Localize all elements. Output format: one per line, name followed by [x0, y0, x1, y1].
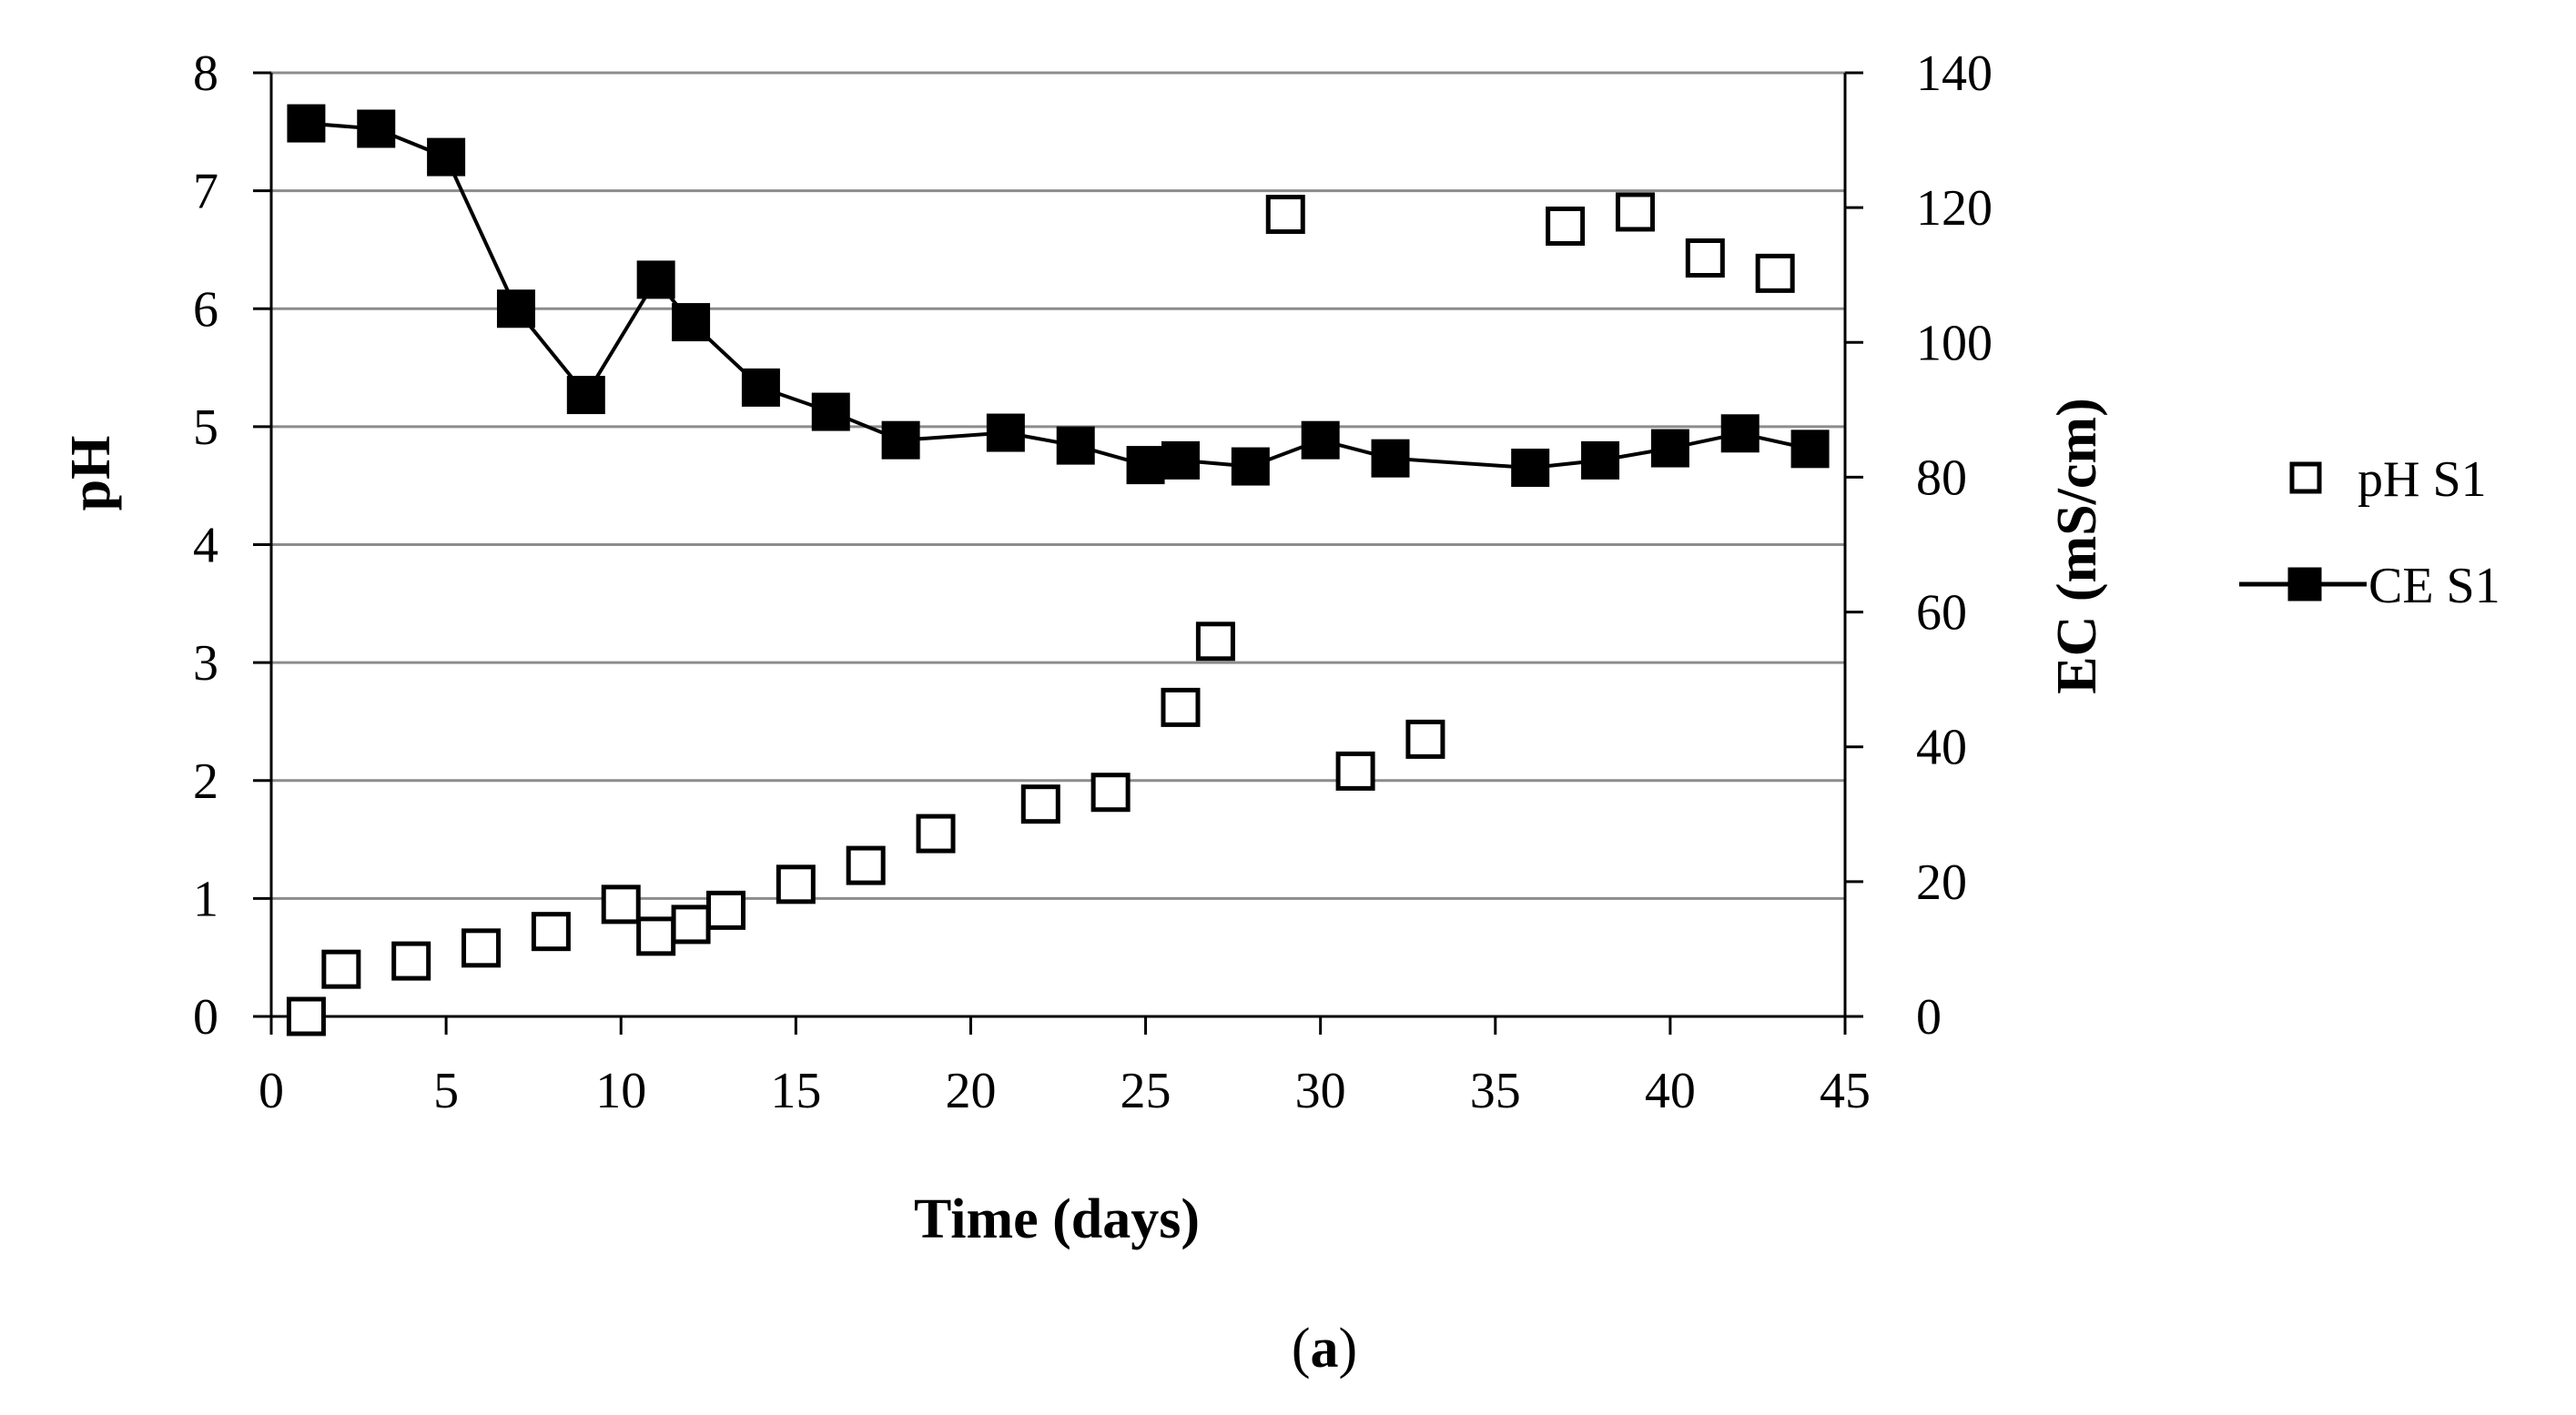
ph-s1-point	[1685, 238, 1725, 278]
ce-s1-point	[287, 104, 326, 143]
ph-s1-point	[601, 884, 641, 925]
ph-s1-point	[1090, 773, 1131, 813]
x-tick-label: 15	[770, 1063, 821, 1119]
left-tick-label: 5	[193, 399, 218, 456]
ph-s1-point	[916, 814, 956, 854]
ph-s1-point	[1335, 751, 1375, 791]
right-axis-ticks: 0 20 40 60 80 100 120 140	[1845, 45, 1993, 1046]
ph-s1-point	[1755, 253, 1795, 293]
left-tick-label: 4	[193, 518, 218, 574]
ph-s1-point	[846, 845, 886, 885]
x-tick-label: 20	[945, 1063, 996, 1119]
left-tick-label: 8	[193, 45, 218, 102]
right-tick-label: 60	[1916, 585, 1967, 642]
right-tick-label: 120	[1916, 180, 1993, 237]
legend-marker-ce	[2287, 567, 2322, 601]
left-tick-label: 1	[193, 871, 218, 927]
ph-s1-point	[461, 928, 502, 968]
series-ph-s1	[286, 192, 1795, 1036]
caption-close-paren: )	[1339, 1318, 1358, 1380]
x-tick-label: 10	[595, 1063, 646, 1119]
x-axis-ticks: 0 5 10 15 20 25 30 35 40 45	[259, 1016, 1871, 1119]
ph-s1-point	[1020, 784, 1060, 824]
legend-label-ph: pH S1	[2358, 451, 2487, 508]
ce-s1-point	[1126, 446, 1165, 485]
ce-s1-point	[1720, 414, 1760, 453]
ce-s1-point	[357, 109, 396, 148]
right-axis-title: EC (mS/cm)	[2046, 398, 2108, 693]
left-axis-title: pH	[60, 436, 122, 511]
right-tick-label: 20	[1916, 854, 1967, 911]
ce-s1-point	[1511, 449, 1550, 488]
x-tick-label: 45	[1820, 1063, 1871, 1119]
x-tick-label: 25	[1121, 1063, 1171, 1119]
left-tick-label: 3	[193, 635, 218, 692]
ce-s1-point	[1581, 440, 1620, 480]
ce-s1-point	[741, 368, 780, 407]
legend-label-ce: CE S1	[2368, 558, 2500, 614]
ph-s1-point	[636, 916, 676, 956]
x-tick-label: 0	[259, 1063, 284, 1119]
gridlines	[271, 71, 1845, 900]
left-tick-label: 7	[193, 164, 218, 220]
ph-s1-point	[705, 890, 745, 930]
figure-caption: (a)	[1292, 1318, 1357, 1380]
ce-s1-point	[427, 137, 466, 177]
ph-s1-point	[776, 864, 816, 905]
ce-s1-point	[1790, 430, 1830, 469]
legend: pH S1 CE S1	[2239, 451, 2500, 614]
ph-s1-point	[391, 941, 431, 981]
ce-s1-line	[306, 121, 1811, 470]
right-tick-label: 80	[1916, 450, 1967, 506]
ph-s1-point	[1405, 719, 1445, 759]
x-tick-label: 5	[433, 1063, 459, 1119]
ph-s1-point	[286, 996, 326, 1036]
ce-s1-point	[811, 392, 850, 431]
ph-s1-point	[671, 905, 711, 945]
ce-s1-point	[636, 260, 675, 299]
ce-s1-point	[1371, 439, 1410, 478]
ph-s1-point	[531, 912, 571, 952]
legend-marker-ph	[2289, 461, 2322, 494]
left-axis-ticks: 0 1 2 3 4 5 6 7 8	[193, 45, 271, 1046]
ce-s1-point	[881, 420, 920, 460]
ce-s1-point	[986, 413, 1025, 452]
caption-label: a	[1311, 1318, 1339, 1380]
right-tick-label: 0	[1916, 989, 1942, 1046]
ce-s1-point	[496, 289, 535, 328]
ce-s1-point	[1161, 440, 1200, 480]
ph-s1-point	[1546, 207, 1586, 247]
right-tick-label: 40	[1916, 720, 1967, 776]
right-tick-label: 100	[1916, 315, 1993, 371]
series-ce-s1	[287, 104, 1830, 488]
x-tick-label: 35	[1470, 1063, 1521, 1119]
ce-s1-point	[672, 303, 711, 342]
ph-s1-point	[1615, 192, 1655, 232]
ph-s1-point	[1195, 622, 1235, 662]
ph-s1-point	[1161, 687, 1201, 727]
ce-s1-point	[1650, 429, 1689, 468]
x-axis-title: Time (days)	[914, 1188, 1200, 1250]
right-tick-label: 140	[1916, 45, 1993, 102]
ce-s1-point	[1231, 447, 1270, 486]
caption-open-paren: (	[1292, 1318, 1311, 1380]
left-tick-label: 6	[193, 281, 218, 338]
x-tick-label: 30	[1295, 1063, 1346, 1119]
ph-s1-point	[321, 949, 361, 989]
ce-s1-point	[1056, 426, 1095, 465]
ce-s1-point	[1301, 420, 1340, 460]
left-tick-label: 2	[193, 753, 218, 810]
ce-s1-point	[566, 376, 605, 415]
left-tick-label: 0	[193, 989, 218, 1046]
ph-s1-point	[1265, 195, 1305, 235]
x-tick-label: 40	[1645, 1063, 1696, 1119]
